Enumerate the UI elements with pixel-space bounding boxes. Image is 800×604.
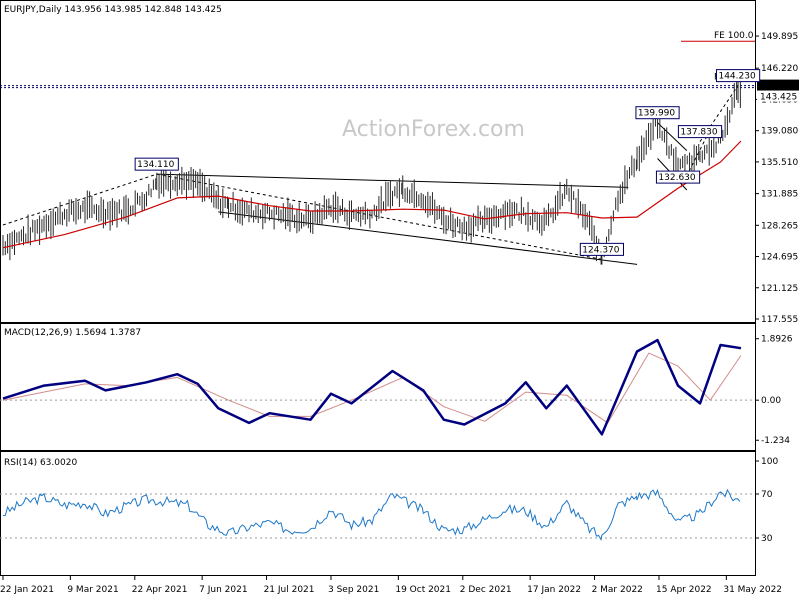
upper-channel-line xyxy=(156,173,629,188)
price-tick-label: 121.125 xyxy=(761,284,798,294)
macd-pane-title: MACD(12,26,9) 1.5694 1.3787 xyxy=(4,328,141,338)
annotation-box xyxy=(635,106,680,120)
annotation-label: 144.230 xyxy=(718,72,755,82)
ohlc-bars xyxy=(2,76,741,265)
moving-average-line xyxy=(2,140,742,249)
x-axis: 22 Jan 2021 9 Mar 2021 22 Apr 2021 7 Jun 20… xyxy=(0,576,782,595)
x-tick-label: 22 Apr 2021 xyxy=(132,585,188,595)
rsi-pane-title: RSI(14) 63.0020 xyxy=(4,458,77,468)
x-tick-label: 17 Jan 2022 xyxy=(527,585,581,595)
macd-line xyxy=(2,338,742,436)
annotation-box xyxy=(579,242,624,256)
annotation-label: 124.370 xyxy=(582,245,619,255)
wedge-upper-line xyxy=(657,122,688,151)
price-tick-label: 128.265 xyxy=(761,221,798,231)
price-tick-label: 124.695 xyxy=(761,253,798,263)
x-tick-label: 2 Mar 2022 xyxy=(592,585,643,595)
rsi-layer: 100 70 30 xyxy=(0,457,778,544)
annotation-box xyxy=(655,170,701,184)
macd-layer: 1.8926 0.00 -1.234 xyxy=(0,335,793,446)
x-tick-label: 2 Dec 2021 xyxy=(460,585,512,595)
annotation-label: 137.830 xyxy=(680,128,717,138)
price-tick-label: 146.220 xyxy=(761,64,798,74)
annotation-label: 139.990 xyxy=(638,109,675,119)
annotation-label: 132.630 xyxy=(658,173,695,183)
price-pane xyxy=(0,0,756,323)
price-pane-title: EURJPY,Daily 143.956 143.985 142.848 143… xyxy=(4,5,222,15)
fe-label: FE 100.0 xyxy=(714,31,754,41)
annotation-box xyxy=(715,69,761,83)
price-tick-label: 139.080 xyxy=(761,127,798,137)
last-price-label: 143.425 xyxy=(760,93,797,103)
rsi-tick-label: 70 xyxy=(761,490,773,500)
annotation-box xyxy=(134,157,179,171)
current-price-box xyxy=(757,79,799,91)
x-tick-label: 21 Jul 2021 xyxy=(264,585,315,595)
macd-tick-label: -1.234 xyxy=(761,436,790,446)
wedge-dashed-line xyxy=(680,129,711,188)
x-tick-label: 31 May 2022 xyxy=(723,585,782,595)
macd-tick-label: 1.8926 xyxy=(761,335,793,345)
rsi-pane xyxy=(0,451,756,576)
annotation-box xyxy=(677,125,723,139)
price-tick-label: 131.885 xyxy=(761,190,798,200)
rsi-line xyxy=(2,488,741,542)
price-tick-label: 117.555 xyxy=(761,315,798,325)
price-tick-label: 149.895 xyxy=(761,32,798,42)
rsi-tick-label: 30 xyxy=(761,534,773,544)
watermark: ActionForex.com xyxy=(342,117,525,142)
final-dashed-line xyxy=(699,85,739,142)
rsi-tick-label: 100 xyxy=(761,457,778,467)
annotation-label: 134.110 xyxy=(137,160,174,170)
current-price-label: 144.230 xyxy=(760,82,797,92)
macd-pane xyxy=(0,323,756,451)
x-tick-label: 3 Sep 2021 xyxy=(328,585,379,595)
macd-tick-label: 0.00 xyxy=(761,396,781,406)
price-layer: 149.895146.220142.650139.080135.510131.8… xyxy=(0,31,799,325)
rising-dashed-trendline xyxy=(2,173,157,226)
x-tick-label: 15 Apr 2022 xyxy=(656,585,712,595)
x-tick-label: 19 Oct 2021 xyxy=(395,585,451,595)
last-price-box xyxy=(757,90,799,102)
price-tick-label: 135.510 xyxy=(761,158,798,168)
x-tick-label: 7 Jun 2021 xyxy=(199,585,247,595)
x-tick-label: 9 Mar 2021 xyxy=(67,585,118,595)
x-tick-label: 22 Jan 2021 xyxy=(0,585,54,595)
